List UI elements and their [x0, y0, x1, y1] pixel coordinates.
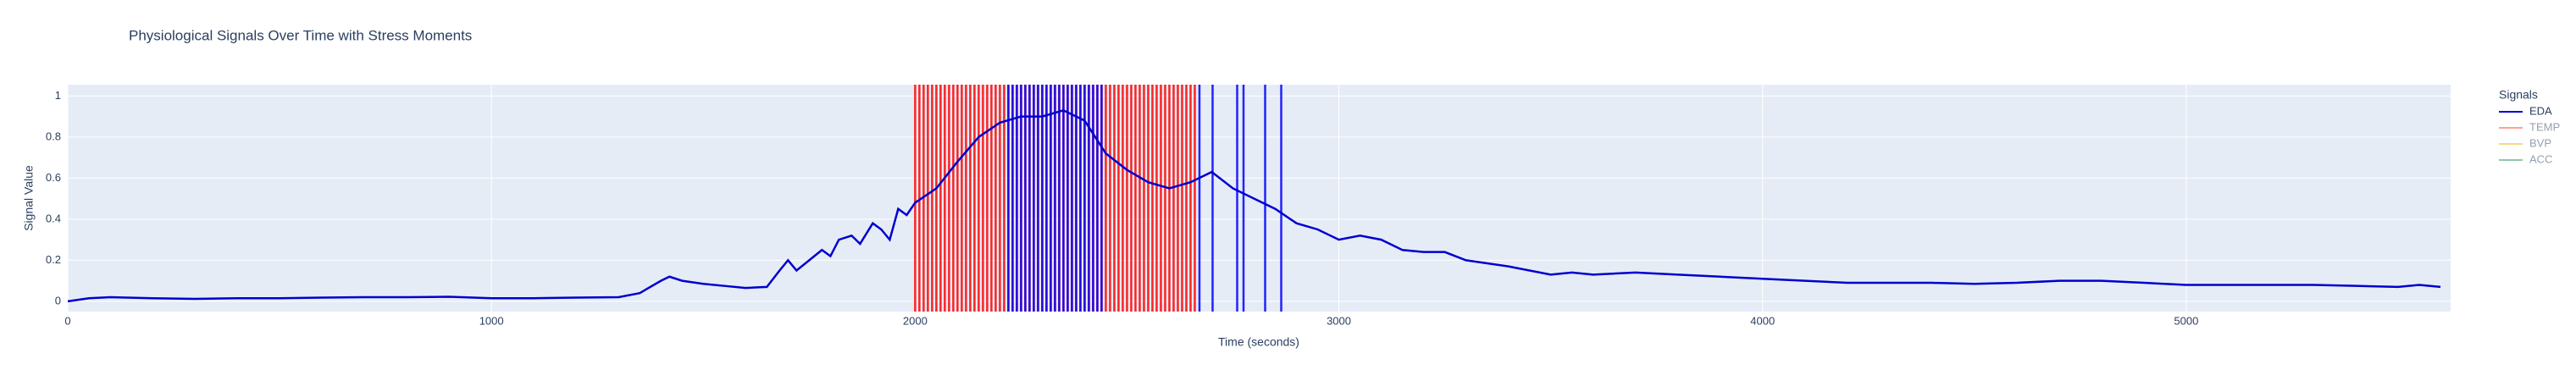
x-tick-label: 2000: [903, 314, 928, 327]
y-tick-label: 1: [55, 89, 61, 102]
plot-area: [68, 85, 2451, 312]
legend-label[interactable]: ACC: [2529, 152, 2552, 165]
chart-title: Physiological Signals Over Time with Str…: [129, 27, 472, 43]
legend-label[interactable]: EDA: [2529, 104, 2552, 117]
legend-label[interactable]: TEMP: [2529, 120, 2560, 133]
y-tick-label: 0.6: [46, 171, 61, 184]
y-tick-label: 0.8: [46, 130, 61, 142]
y-tick-label: 0.2: [46, 253, 61, 266]
x-tick-label: 0: [64, 314, 70, 327]
x-tick-label: 5000: [2174, 314, 2198, 327]
x-tick-label: 3000: [1327, 314, 1351, 327]
y-tick-label: 0.4: [46, 212, 61, 224]
x-tick-label: 4000: [1750, 314, 1775, 327]
legend-label[interactable]: BVP: [2529, 136, 2551, 149]
data-line: [67, 108, 2441, 303]
x-tick-label: 1000: [479, 314, 504, 327]
x-axis-title: Time (seconds): [1218, 335, 1299, 349]
legend-title: Signals: [2499, 88, 2538, 102]
y-axis-title: Signal Value: [22, 165, 36, 231]
y-tick-label: 0: [55, 294, 61, 306]
